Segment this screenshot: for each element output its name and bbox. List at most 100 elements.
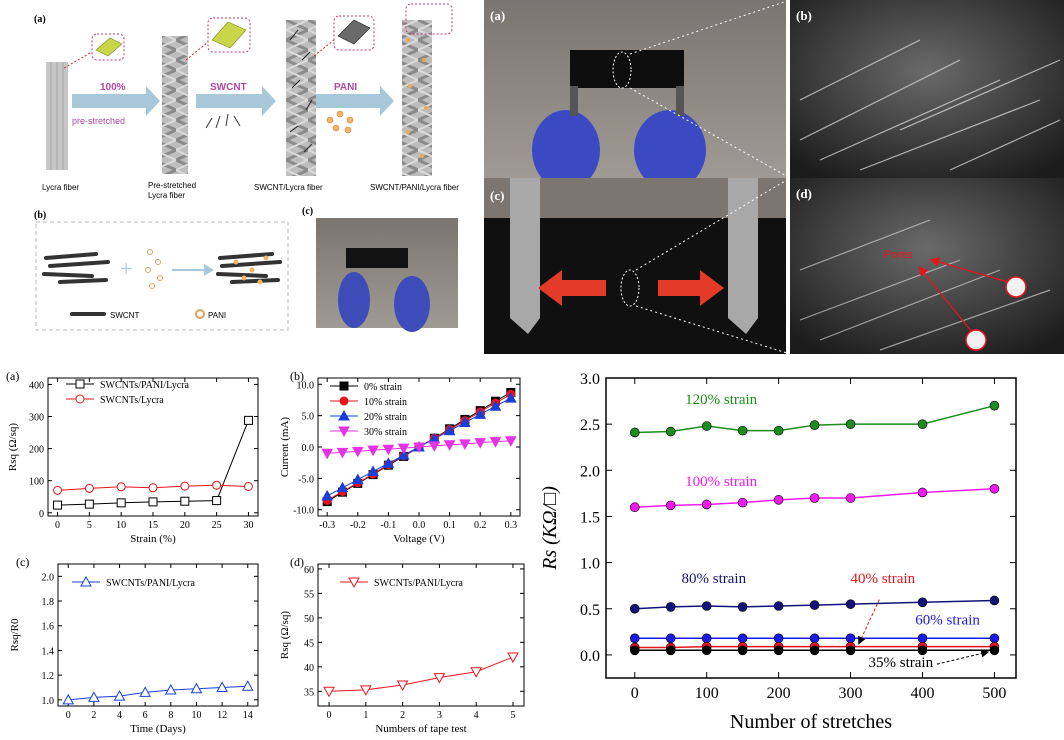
data-point bbox=[459, 439, 471, 450]
pore-marker-1 bbox=[1005, 276, 1027, 298]
data-point bbox=[737, 497, 748, 508]
data-point bbox=[212, 496, 222, 506]
fiber4-label: SWCNT/PANI/Lycra fiber bbox=[370, 183, 459, 192]
data-point bbox=[53, 485, 63, 495]
series-annotation: 60% strain bbox=[915, 612, 980, 628]
swcnt-lycra-fiber-image bbox=[286, 20, 316, 176]
series-line bbox=[68, 685, 248, 701]
legend-marker bbox=[348, 577, 360, 589]
y-tick-label: 1.5 bbox=[580, 509, 600, 526]
series-3 bbox=[321, 436, 517, 460]
data-point bbox=[989, 633, 1000, 644]
data-point bbox=[701, 421, 712, 431]
data-point bbox=[116, 482, 126, 492]
y-tick-label: -5.0 bbox=[298, 474, 314, 485]
data-point bbox=[845, 493, 856, 503]
panel-label: (b) bbox=[290, 369, 304, 383]
data-point bbox=[737, 645, 748, 656]
x-tick-label: 1 bbox=[363, 710, 368, 721]
composite-pani bbox=[233, 255, 269, 285]
x-tick-label: -0.3 bbox=[319, 520, 335, 531]
data-point bbox=[737, 425, 748, 436]
annotation-arrow-35 bbox=[936, 649, 990, 665]
swcnt-pani-lycra-fiber-image bbox=[402, 20, 432, 176]
x-tick-label: 0.3 bbox=[505, 520, 518, 531]
legend-label: 30% strain bbox=[364, 427, 407, 438]
x-tick-label: 30 bbox=[243, 520, 253, 531]
y-tick-label: 0 bbox=[39, 509, 44, 520]
micrograph-fibers-b bbox=[799, 39, 1061, 171]
data-point bbox=[665, 602, 676, 612]
stretch-arrow-right bbox=[658, 270, 724, 306]
data-point bbox=[443, 424, 456, 436]
data-point bbox=[84, 483, 94, 493]
pani-particles bbox=[145, 249, 163, 289]
series-annotation: 40% strain bbox=[851, 571, 916, 587]
data-point bbox=[443, 440, 456, 451]
chart-small-b: -0.3 -0.2 -0.1 0.0 0.1 0.2 0.3 -10.0 -5.0 0.0 5.0 1… bbox=[279, 369, 521, 545]
data-point bbox=[809, 645, 820, 656]
zoom-pointer-2 bbox=[185, 41, 209, 61]
series-0 bbox=[62, 680, 254, 705]
data-point bbox=[367, 445, 379, 457]
y-axis-label: Rsq (Ω/sq) bbox=[279, 611, 291, 660]
data-point bbox=[845, 599, 856, 609]
series-5 bbox=[629, 645, 1000, 656]
legend-marker bbox=[80, 575, 92, 587]
fiber2-label-line2: Lycra fiber bbox=[148, 191, 185, 200]
annotation-arrow-40 bbox=[858, 599, 880, 645]
data-point bbox=[737, 633, 748, 644]
data-point bbox=[139, 686, 152, 697]
x-axis-label: Strain (%) bbox=[130, 533, 176, 545]
data-point bbox=[989, 400, 1000, 411]
micrograph-fibers-d bbox=[799, 219, 1051, 351]
data-point bbox=[773, 495, 784, 505]
y-tick-label: 0.0 bbox=[580, 648, 600, 665]
data-point bbox=[428, 441, 441, 452]
swcnt-bundle bbox=[42, 252, 110, 284]
pores-arrow-1 bbox=[929, 257, 1009, 283]
data-point bbox=[701, 645, 712, 656]
y-tick-label: 5.0 bbox=[302, 412, 315, 423]
y-tick-label: 100 bbox=[29, 477, 44, 488]
data-point bbox=[474, 408, 487, 419]
data-point bbox=[809, 493, 820, 503]
x-tick-label: 500 bbox=[982, 685, 1006, 702]
series-2 bbox=[629, 595, 1000, 614]
legend-pani-swatch bbox=[195, 309, 205, 319]
arrow3-label: PANI bbox=[334, 82, 357, 93]
legend-marker bbox=[339, 381, 349, 391]
x-tick-label: 14 bbox=[243, 710, 253, 721]
x-axis-label: Voltage (V) bbox=[393, 533, 445, 545]
sample-photo-small bbox=[316, 218, 458, 328]
data-point bbox=[433, 673, 446, 684]
data-point bbox=[917, 645, 928, 656]
data-point bbox=[489, 437, 502, 448]
x-tick-label: 100 bbox=[695, 685, 719, 702]
plot-frame bbox=[605, 377, 1017, 679]
series-line bbox=[57, 420, 249, 506]
glove-left-small bbox=[338, 272, 370, 328]
data-point bbox=[507, 652, 519, 664]
tweezer-right bbox=[728, 178, 758, 334]
data-point bbox=[88, 691, 100, 702]
lycra-fiber-image bbox=[46, 62, 68, 170]
y-tick-label: 0.0 bbox=[302, 443, 315, 454]
data-point bbox=[321, 448, 334, 460]
y-tick-label: 300 bbox=[29, 413, 44, 424]
x-tick-label: -0.1 bbox=[380, 520, 396, 531]
photo-d-label: (d) bbox=[796, 186, 812, 201]
legend-pani-label: PANI bbox=[208, 311, 226, 320]
schematic-panel-b-label: (b) bbox=[34, 210, 46, 221]
x-tick-label: 10 bbox=[191, 710, 201, 721]
legend-label: SWCNTs/Lycra bbox=[100, 395, 164, 406]
zoom-pointer-3 bbox=[313, 39, 335, 57]
series-0 bbox=[629, 400, 1000, 438]
data-point bbox=[809, 633, 820, 644]
pores-arrow-2 bbox=[918, 266, 973, 333]
x-tick-label: 0.0 bbox=[413, 520, 426, 531]
glove-right-small bbox=[394, 276, 430, 332]
data-point bbox=[489, 400, 502, 411]
